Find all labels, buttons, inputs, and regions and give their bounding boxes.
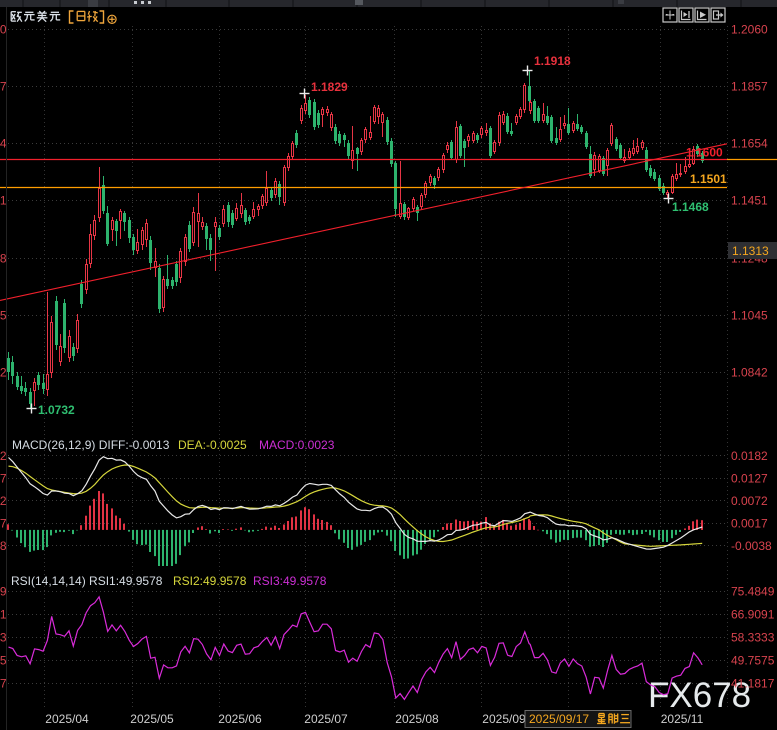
svg-text:MACD:0.0023: MACD:0.0023 bbox=[259, 438, 335, 452]
svg-text:2025/08: 2025/08 bbox=[395, 712, 439, 726]
svg-text:1.1468: 1.1468 bbox=[672, 200, 709, 214]
svg-text:1.1045: 1.1045 bbox=[731, 309, 768, 323]
svg-text:49.7575: 49.7575 bbox=[0, 654, 7, 668]
svg-text:DEA:-0.0025: DEA:-0.0025 bbox=[178, 438, 247, 452]
svg-text:1.2060: 1.2060 bbox=[0, 23, 7, 37]
svg-text:0.0127: 0.0127 bbox=[0, 472, 7, 486]
svg-text:1.1857: 1.1857 bbox=[731, 80, 768, 94]
svg-text:58.3333: 58.3333 bbox=[731, 631, 775, 645]
svg-text:1.1918: 1.1918 bbox=[534, 54, 571, 68]
svg-text:66.9091: 66.9091 bbox=[0, 608, 7, 622]
svg-text:1.1045: 1.1045 bbox=[0, 309, 7, 323]
svg-text:1.0842: 1.0842 bbox=[0, 366, 7, 380]
svg-text:2025/09: 2025/09 bbox=[482, 712, 526, 726]
svg-text:75.4849: 75.4849 bbox=[731, 585, 775, 599]
svg-text:-0.0038: -0.0038 bbox=[0, 539, 7, 553]
svg-text:0.0182: 0.0182 bbox=[0, 449, 7, 463]
svg-text:2025/05: 2025/05 bbox=[130, 712, 174, 726]
svg-text:1.1857: 1.1857 bbox=[0, 80, 7, 94]
svg-text:1.1501: 1.1501 bbox=[690, 172, 727, 186]
svg-text:1.1248: 1.1248 bbox=[0, 252, 7, 266]
svg-text:0.0072: 0.0072 bbox=[0, 494, 7, 508]
svg-text:1.1654: 1.1654 bbox=[0, 137, 7, 151]
svg-text:1.0732: 1.0732 bbox=[38, 403, 75, 417]
svg-text:1.1600: 1.1600 bbox=[686, 146, 723, 160]
svg-text:1.1313: 1.1313 bbox=[732, 244, 769, 258]
svg-text:1.0842: 1.0842 bbox=[731, 366, 768, 380]
svg-text:2025/11: 2025/11 bbox=[661, 712, 704, 726]
svg-text:RSI(14,14,14) RSI1:49.9578: RSI(14,14,14) RSI1:49.9578 bbox=[11, 574, 163, 588]
svg-text:1.2060: 1.2060 bbox=[731, 23, 768, 37]
svg-text:0.0127: 0.0127 bbox=[731, 472, 768, 486]
svg-text:2025/07: 2025/07 bbox=[304, 712, 348, 726]
svg-text:1.1654: 1.1654 bbox=[731, 137, 768, 151]
svg-text:2025/04: 2025/04 bbox=[45, 712, 89, 726]
svg-text:66.9091: 66.9091 bbox=[731, 608, 775, 622]
svg-text:1.1829: 1.1829 bbox=[311, 80, 348, 94]
svg-text:RSI2:49.9578: RSI2:49.9578 bbox=[173, 574, 247, 588]
svg-text:RSI3:49.9578: RSI3:49.9578 bbox=[253, 574, 327, 588]
svg-text:0.0017: 0.0017 bbox=[0, 517, 7, 531]
svg-text:75.4849: 75.4849 bbox=[0, 585, 7, 599]
svg-text:FX678: FX678 bbox=[648, 676, 751, 715]
svg-text:41.1817: 41.1817 bbox=[0, 677, 7, 691]
svg-text:-0.0038: -0.0038 bbox=[731, 539, 772, 553]
svg-text:2025/06: 2025/06 bbox=[218, 712, 262, 726]
svg-text:58.3333: 58.3333 bbox=[0, 631, 7, 645]
svg-text:41.1817: 41.1817 bbox=[731, 677, 775, 691]
svg-text:0.0182: 0.0182 bbox=[731, 449, 768, 463]
svg-text:0.0072: 0.0072 bbox=[731, 494, 768, 508]
svg-text:0.0017: 0.0017 bbox=[731, 517, 768, 531]
svg-text:1.1451: 1.1451 bbox=[0, 194, 7, 208]
svg-text:2025/09/17: 2025/09/17 bbox=[529, 712, 589, 726]
svg-text:49.7575: 49.7575 bbox=[731, 654, 775, 668]
svg-text:MACD(26,12,9) DIFF:-0.0013: MACD(26,12,9) DIFF:-0.0013 bbox=[12, 438, 170, 452]
svg-text:1.1451: 1.1451 bbox=[731, 194, 768, 208]
